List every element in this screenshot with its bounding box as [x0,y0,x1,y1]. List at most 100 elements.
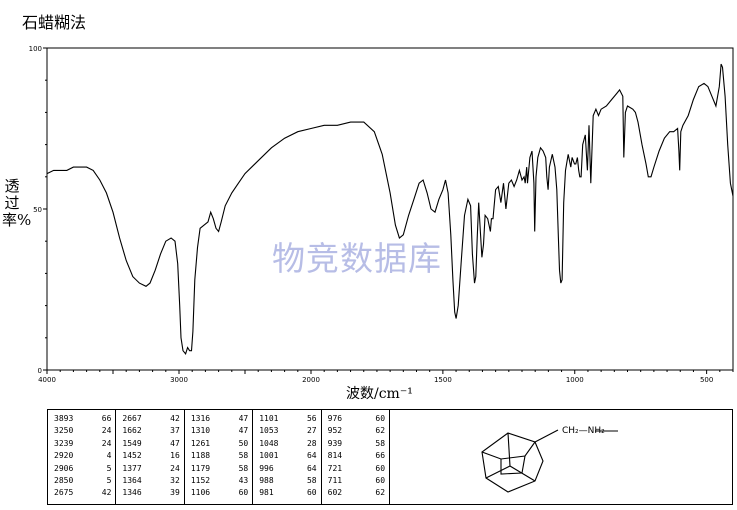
peak-column: 3893 66 3250 24 3239 24 2920 4 2906 5 2850 5 2675 42 [48,410,117,504]
peak-transmittance: 62 [375,426,386,436]
peak-row: 1048 28 [259,438,316,450]
peak-wavenumber: 981 [259,488,274,498]
peak-transmittance: 28 [306,438,317,448]
peak-row: 1101 56 [259,413,316,425]
peak-row: 1188 58 [191,450,248,462]
peak-transmittance: 60 [375,476,386,486]
peak-wavenumber: 1316 [190,414,211,423]
peak-row: 976 60 [328,413,385,425]
peak-transmittance: 64 [306,451,317,461]
peak-row: 2850 5 [54,475,111,487]
peak-transmittance: 60 [306,488,317,498]
peak-row: 1316 47 [191,413,248,425]
peak-transmittance: 24 [170,463,180,473]
peak-wavenumber: 1346 [122,488,142,498]
peak-wavenumber: 1101 [259,414,279,423]
peak-transmittance: 37 [170,426,180,436]
watermark: 物竞数据库 [272,239,442,278]
peak-transmittance: 47 [170,438,180,448]
peak-row: 981 60 [259,487,316,499]
peak-wavenumber: 711 [327,476,343,486]
peak-wavenumber: 3250 [54,426,74,436]
peak-row: 952 62 [328,425,385,437]
peak-transmittance: 24 [101,438,112,448]
peak-row: 3250 24 [54,425,111,437]
peak-row: 711 60 [328,475,385,487]
spectrum-line [46,63,734,356]
peak-row: 1106 60 [191,487,248,499]
peak-transmittance: 50 [238,438,249,448]
peak-row: 3239 24 [54,438,111,450]
peak-column: 976 60 952 62 939 58 814 66 721 60 711 60 602 62 [322,410,389,504]
peak-transmittance: 56 [306,414,317,423]
peak-transmittance: 66 [101,414,112,423]
peak-row: 1549 47 [122,438,179,450]
peak-transmittance: 60 [238,488,249,498]
peak-row: 1452 16 [122,450,179,462]
x-axis-label: 波数/cm⁻¹ [346,386,413,402]
peak-wavenumber: 1152 [190,476,211,486]
peak-transmittance: 42 [101,488,112,498]
peak-row: 1152 43 [191,475,248,487]
x-tick-label: 1000 [566,376,584,384]
peak-wavenumber: 2920 [54,451,74,461]
peak-row: 2675 42 [54,487,111,499]
peak-wavenumber: 1364 [122,476,142,486]
x-tick-label: 500 [700,376,713,384]
peak-row: 2920 4 [54,450,111,462]
peak-row: 721 60 [328,463,385,475]
peak-transmittance: 60 [375,414,386,423]
peak-wavenumber: 602 [327,488,343,498]
peak-row: 1001 64 [259,450,316,462]
peak-wavenumber: 1179 [190,463,211,473]
structure-panel: CH₂—NH₂ [389,409,733,505]
peak-wavenumber: 2667 [122,414,142,423]
x-tick-label: 3000 [170,376,188,384]
structure-label: CH₂—NH₂ [562,426,605,436]
peak-row: 2667 42 [122,413,179,425]
peak-transmittance: 58 [375,438,386,448]
peak-row: 1346 39 [122,487,179,499]
peak-transmittance: 42 [170,414,180,423]
peak-transmittance: 43 [238,476,249,486]
peak-wavenumber: 996 [259,463,274,473]
molecule-structure: CH₂—NH₂ [481,426,618,493]
peak-wavenumber: 2850 [54,476,74,486]
peak-row: 996 64 [259,463,316,475]
peak-transmittance: 47 [238,414,249,423]
peak-transmittance: 47 [238,426,249,436]
y-tick-label: 0 [38,367,42,375]
peak-wavenumber: 1001 [259,451,279,461]
peak-wavenumber: 1452 [122,451,142,461]
peak-transmittance: 5 [106,463,112,473]
peak-wavenumber: 1188 [190,451,211,461]
peak-wavenumber: 721 [327,463,343,473]
peak-column: 2667 42 1662 37 1549 47 1452 16 1377 24 1364 32 1346… [116,410,185,504]
peak-transmittance: 66 [375,451,386,461]
peak-transmittance: 24 [101,426,112,436]
peak-row: 1179 58 [191,463,248,475]
peak-wavenumber: 976 [327,414,343,423]
peak-wavenumber: 1106 [190,488,211,498]
peak-wavenumber: 1310 [190,426,211,436]
peak-transmittance: 5 [106,476,112,486]
peak-row: 1377 24 [122,463,179,475]
peak-wavenumber: 952 [327,426,343,436]
y-tick-label: 100 [29,45,42,53]
peak-table: 3893 66 3250 24 3239 24 2920 4 2906 5 2850 5 2675 42 2… [47,409,390,505]
peak-row: 814 66 [328,450,385,462]
peak-row: 602 62 [328,487,385,499]
peak-transmittance: 58 [238,463,249,473]
peak-transmittance: 27 [306,426,317,436]
peak-transmittance: 39 [170,488,180,498]
peak-wavenumber: 814 [327,451,343,461]
peak-wavenumber: 1549 [122,438,142,448]
peak-row: 939 58 [328,438,385,450]
peak-transmittance: 58 [306,476,317,486]
peak-wavenumber: 3239 [54,438,74,448]
peak-transmittance: 62 [375,488,386,498]
peak-transmittance: 60 [375,463,386,473]
y-tick-label: 50 [33,206,42,214]
ir-spectrum-chart: 4000 3000 2000 1500 1000 500 0 50 100 [29,45,734,384]
x-tick-label: 2000 [302,376,320,384]
